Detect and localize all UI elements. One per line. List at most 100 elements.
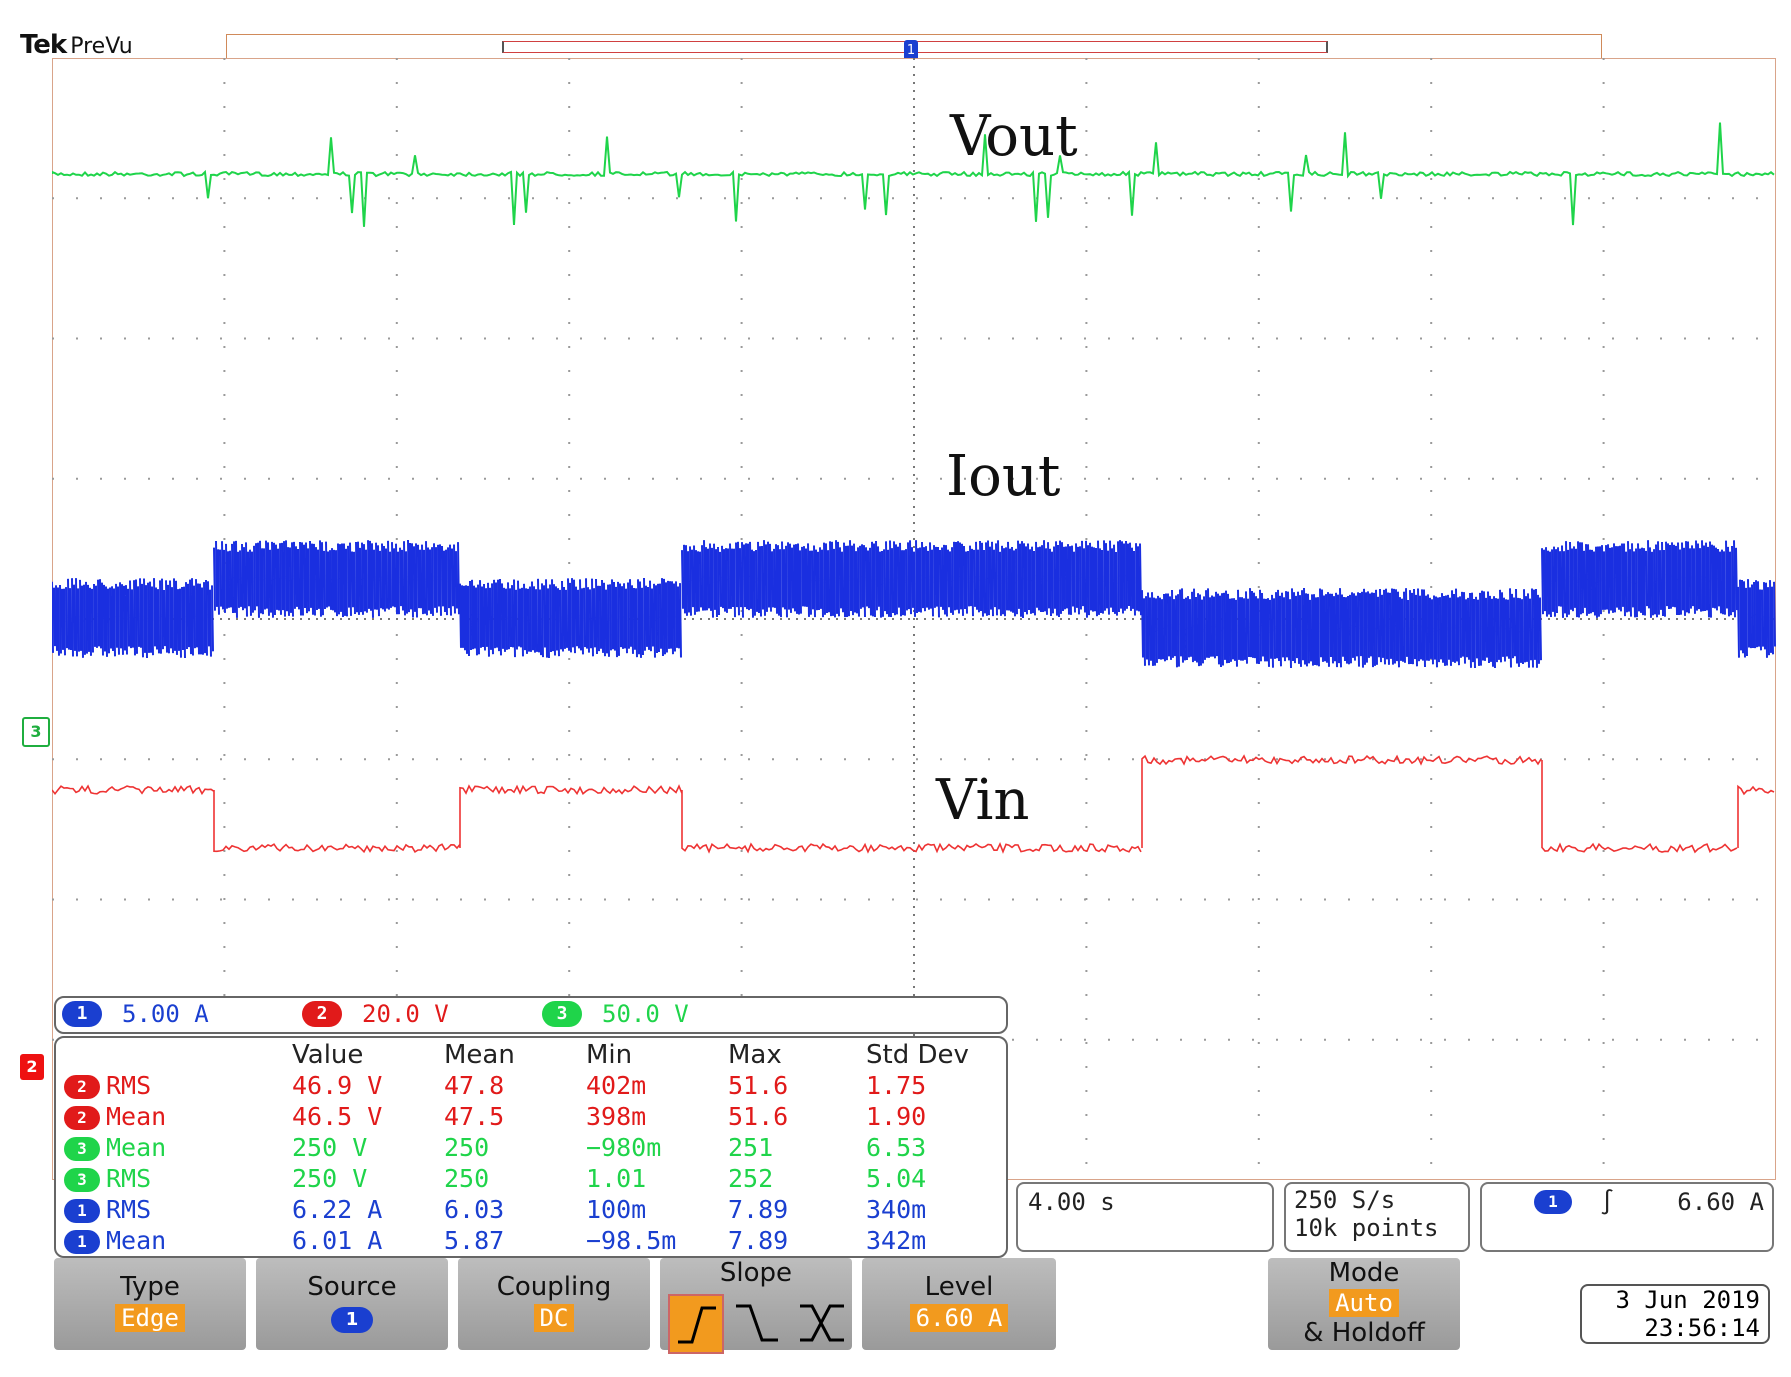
channel-scale-bar: 1 5.00 A 2 20.0 V 3 50.0 V [54,996,1008,1034]
measurement-mean: 250 [444,1164,490,1193]
brand-name: Tek [20,30,67,60]
measurement-channel-badge: 3 [64,1168,100,1192]
measurement-label: 3 RMS [64,1163,292,1194]
trigger-source-badge: 1 [1534,1190,1572,1214]
measurement-row: 3 RMS 250 V 250 1.01 252 5.04 [64,1163,1006,1194]
either-slope-icon[interactable] [794,1298,850,1348]
record-length: 10k points [1294,1214,1439,1242]
measurement-std: 1.75 [866,1071,927,1100]
mode-softkey[interactable]: Mode Auto & Holdoff [1268,1258,1460,1350]
ch2-scale-value: 20.0 V [362,1000,449,1028]
falling-slope-icon[interactable] [730,1298,786,1348]
measurement-mean: 250 [444,1133,490,1162]
type-softkey[interactable]: Type Edge [54,1258,246,1350]
measurement-panel: Value Mean Min Max Std Dev 2 RMS 46.9 V 47.… [54,1036,1008,1258]
header-mean: Mean [444,1040,515,1070]
measurement-row: 2 RMS 46.9 V 47.8 402m 51.6 1.75 [64,1070,1006,1101]
measurement-value: 250 V [292,1164,368,1193]
measurement-min: −980m [586,1133,662,1162]
measurement-header-row: Value Mean Min Max Std Dev [64,1040,1006,1070]
source-label: Source [307,1272,397,1302]
measurement-channel-badge: 2 [64,1106,100,1130]
slope-rising-option[interactable] [668,1294,724,1354]
level-label: Level [924,1272,994,1302]
rising-slope-icon [678,1306,716,1344]
measurement-row: 1 RMS 6.22 A 6.03 100m 7.89 340m [64,1194,1006,1225]
measurement-channel-badge: 2 [64,1075,100,1099]
type-value: Edge [115,1304,185,1332]
mode-holdoff-label: & Holdoff [1303,1318,1425,1348]
source-softkey[interactable]: Source 1 [256,1258,448,1350]
waveform-graticule [52,58,1776,1180]
measurement-max: 51.6 [728,1102,789,1131]
type-label: Type [120,1272,180,1302]
measurement-max: 251 [728,1133,774,1162]
brand-logo: Tek PreVu [20,30,133,60]
level-softkey[interactable]: Level 6.60 A [862,1258,1056,1350]
measurement-mean: 47.8 [444,1071,505,1100]
measurement-mean: 5.87 [444,1226,505,1255]
measurement-std: 340m [866,1195,927,1224]
measurement-min: 100m [586,1195,647,1224]
measurement-type: RMS [106,1071,152,1100]
measurement-min: 398m [586,1102,647,1131]
measurement-max: 51.6 [728,1071,789,1100]
prevu-label: PreVu [70,34,133,59]
level-value: 6.60 A [909,1304,1009,1332]
measurement-table: Value Mean Min Max Std Dev 2 RMS 46.9 V 47.… [64,1040,1006,1256]
ch2-scale[interactable]: 2 20.0 V [302,1000,449,1028]
ch2-ground-marker[interactable]: 2 [20,1054,44,1080]
measurement-row: 2 Mean 46.5 V 47.5 398m 51.6 1.90 [64,1101,1006,1132]
measurement-std: 342m [866,1226,927,1255]
measurement-row: 3 Mean 250 V 250 −980m 251 6.53 [64,1132,1006,1163]
measurement-max: 7.89 [728,1226,789,1255]
source-value: 1 [331,1307,373,1333]
ch2-badge: 2 [302,1001,342,1027]
ch3-badge: 3 [542,1001,582,1027]
measurement-label: 2 Mean [64,1101,292,1132]
measurement-mean: 6.03 [444,1195,505,1224]
rising-edge-icon: ∫ [1600,1188,1615,1216]
coupling-label: Coupling [496,1272,612,1302]
measurement-row: 1 Mean 6.01 A 5.87 −98.5m 7.89 342m [64,1225,1006,1256]
sample-rate: 250 S/s [1294,1186,1396,1214]
mode-value: Auto [1329,1289,1399,1317]
measurement-type: Mean [106,1102,167,1131]
measurement-max: 7.89 [728,1195,789,1224]
measurement-label: 3 Mean [64,1132,292,1163]
date-text: 3 Jun 2019 [1615,1286,1761,1314]
acquisition-readout[interactable]: 250 S/s 10k points [1284,1182,1470,1252]
iout-label: Iout [946,444,1061,509]
slope-label: Slope [719,1258,793,1288]
header-std-dev: Std Dev [866,1040,969,1070]
measurement-min: −98.5m [586,1226,677,1255]
measurement-value: 46.5 V [292,1102,383,1131]
coupling-softkey[interactable]: Coupling DC [458,1258,650,1350]
measurement-std: 1.90 [866,1102,927,1131]
measurement-value: 6.22 A [292,1195,383,1224]
measurement-type: Mean [106,1133,167,1162]
trigger-level-value: 6.60 A [1677,1188,1764,1216]
timebase-value: 4.00 s [1028,1188,1115,1216]
measurement-value: 6.01 A [292,1226,383,1255]
trigger-readout[interactable]: 1 ∫ 6.60 A [1480,1182,1774,1252]
measurement-label: 2 RMS [64,1070,292,1101]
ch3-scale-value: 50.0 V [602,1000,689,1028]
measurement-channel-badge: 1 [64,1230,100,1254]
measurement-value: 250 V [292,1133,368,1162]
ch1-scale[interactable]: 1 5.00 A [62,1000,209,1028]
ch1-badge: 1 [62,1001,102,1027]
measurement-max: 252 [728,1164,774,1193]
ch3-ground-marker[interactable]: 3 [22,717,50,747]
measurement-channel-badge: 1 [64,1199,100,1223]
ch3-scale[interactable]: 3 50.0 V [542,1000,689,1028]
measurement-label: 1 Mean [64,1225,292,1256]
measurement-type: RMS [106,1195,152,1224]
vin-label: Vin [936,768,1030,833]
measurement-min: 402m [586,1071,647,1100]
ch1-scale-value: 5.00 A [122,1000,209,1028]
timebase-readout[interactable]: 4.00 s [1016,1182,1274,1252]
vin-trace [52,754,1775,854]
measurement-std: 5.04 [866,1164,927,1193]
measurement-type: Mean [106,1226,167,1255]
